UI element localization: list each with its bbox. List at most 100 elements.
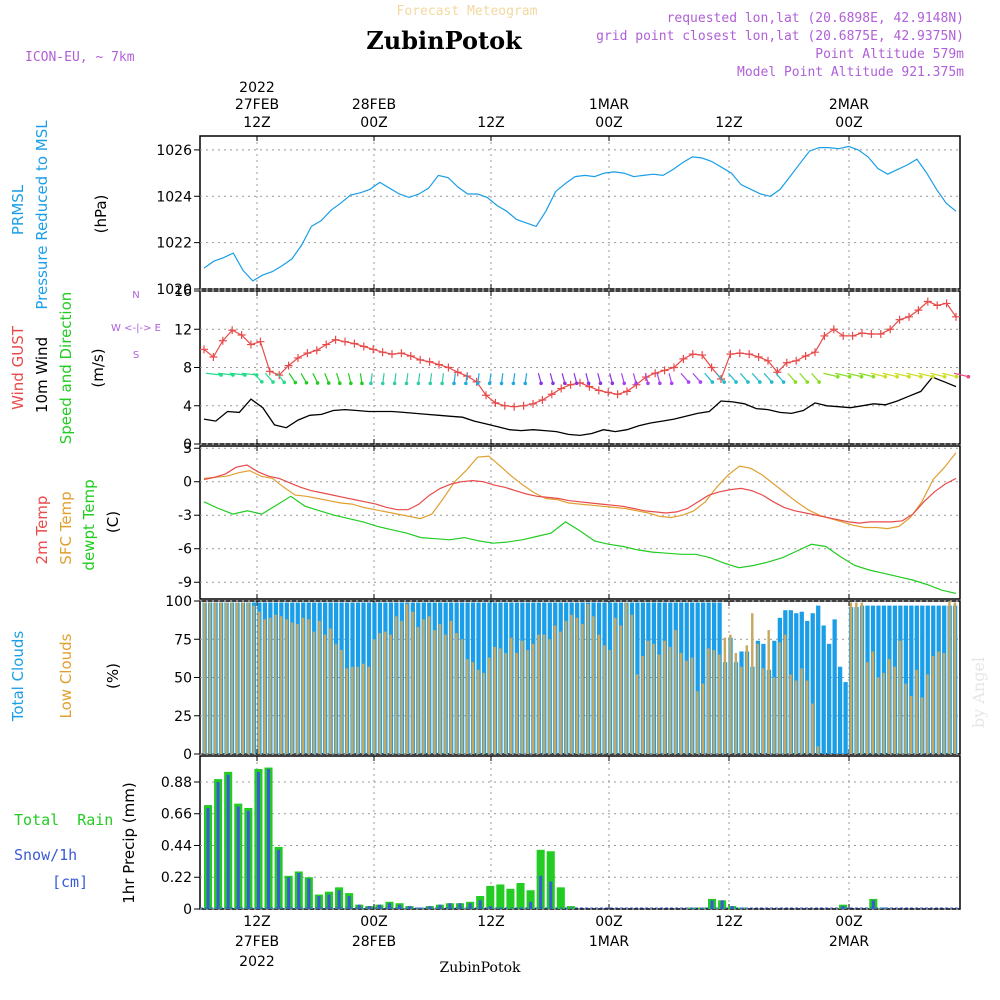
total-cloud-bar (816, 605, 821, 754)
wind-arrow (823, 372, 838, 378)
wind-arrow (941, 372, 957, 378)
snow-bar (297, 872, 301, 909)
top-time-hour: 00Z (595, 115, 622, 131)
gust-marker (557, 384, 566, 393)
snow-bar (549, 881, 553, 909)
panel-wind: 0 4 8 12 16 (174, 284, 971, 453)
snow-bar (256, 771, 260, 909)
gust-marker (538, 396, 547, 405)
low-cloud-bar (531, 643, 535, 754)
panel-frame (199, 135, 961, 290)
wind-arrow-head (954, 374, 959, 379)
low-cloud-bar (230, 602, 234, 754)
gust-marker (604, 388, 613, 397)
low-cloud-bar (290, 622, 294, 754)
low-cloud-bar (225, 602, 228, 754)
wind-arrow-head (499, 381, 504, 386)
rain-bar (496, 884, 505, 909)
wind-arrow-head (942, 374, 947, 379)
rain-bar (556, 887, 565, 909)
rain-bar (516, 883, 525, 909)
wind-arrow (858, 372, 874, 378)
gust-marker (435, 360, 443, 369)
low-cloud-bar (236, 602, 239, 754)
top-time-hour: 12Z (715, 115, 742, 131)
total-cloud-bar (843, 682, 848, 754)
gust-marker (284, 361, 293, 370)
low-cloud-bar (400, 620, 403, 754)
wind-arrow (775, 372, 785, 383)
gust-marker (660, 366, 669, 375)
gust-marker (331, 335, 340, 344)
panels: 10201022102410260481216-9-6-303025507510… (156, 135, 971, 918)
snow-bar (871, 900, 875, 909)
low-cloud-bar (307, 619, 310, 754)
wind-arrow-head (315, 381, 320, 385)
gust-marker (200, 345, 208, 354)
snow-bar (720, 900, 724, 909)
gust-marker (303, 349, 312, 358)
snow-bar (337, 890, 341, 909)
low-cloud-bar (241, 602, 245, 754)
low-cloud-bar (718, 654, 721, 754)
precip-unit: 1hr Precip (mm) (120, 782, 138, 903)
wind-arrow-head (871, 374, 876, 379)
gust-marker (839, 331, 848, 340)
low-cloud-bar (630, 614, 633, 754)
compass-we: W <-|-> E (111, 323, 161, 334)
requested-coords: requested lon,lat (20.6898E, 42.9148N) (667, 11, 964, 26)
wind-arrow-head (734, 380, 738, 384)
y-tick-label: 4 (183, 399, 192, 415)
bottom-time-date: 27FEB (235, 934, 279, 950)
wind-arrow (300, 372, 307, 384)
top-time-hour: 12Z (243, 115, 270, 131)
low-cloud-bar (915, 669, 918, 754)
wind-arrow-head (574, 381, 579, 386)
wind-arrow-head (746, 380, 750, 384)
wind-arrow-head (337, 381, 342, 386)
y-tick-label: 0 (183, 475, 192, 491)
wind-arrow-head (392, 381, 397, 386)
wind-arrow (811, 372, 820, 383)
snow-bar (458, 903, 462, 909)
gust-marker (698, 351, 707, 360)
wind-arrow-head (369, 381, 373, 386)
snow-bar (418, 907, 422, 909)
low-cloud-bar (460, 639, 464, 754)
gust-marker (867, 330, 876, 339)
panel-clouds: 0 25 50 75 100 (165, 594, 961, 763)
gust-marker (322, 340, 331, 349)
low-cloud-bar (805, 680, 809, 754)
snow-bar (881, 907, 885, 909)
gust-marker (312, 346, 321, 355)
gust-marker (801, 352, 810, 361)
snow-bar (398, 904, 402, 909)
wind-arrow-head (598, 381, 603, 386)
low-cloud-bar (411, 611, 414, 754)
wind-arrow-head (835, 374, 840, 379)
gust-marker (453, 368, 462, 377)
wind-arrow-head (658, 381, 662, 386)
low-cloud-bar (646, 640, 650, 754)
low-cloud-bar (685, 660, 688, 754)
low-cloud-bar (422, 619, 425, 754)
low-cloud-bar (586, 604, 590, 754)
precip-labels: Total Rain Snow/1h [cm] 1hr Precip (mm) (14, 782, 138, 903)
temp-labels: 2m Temp SFC Temp dewpt Temp (C) (33, 479, 122, 570)
low-cloud-bar (493, 646, 497, 754)
low-cloud-bar (575, 617, 579, 754)
low-cloud-bar (948, 601, 951, 754)
wind-arrow-head (360, 381, 364, 386)
panel-frame (199, 445, 961, 600)
snow-bar (347, 896, 351, 909)
low-cloud-bar (926, 674, 929, 754)
y-tick-label: 12 (174, 322, 192, 338)
low-cloud-bar (855, 602, 858, 754)
bottom-time-year: 2022 (239, 954, 275, 970)
wind-arrow (727, 372, 737, 383)
y-tick-label: 75 (174, 632, 192, 648)
wind-arrow (217, 372, 234, 376)
wind-arrow-head (539, 381, 543, 386)
gust-marker (247, 340, 255, 349)
wind-arrow-head (793, 380, 798, 384)
